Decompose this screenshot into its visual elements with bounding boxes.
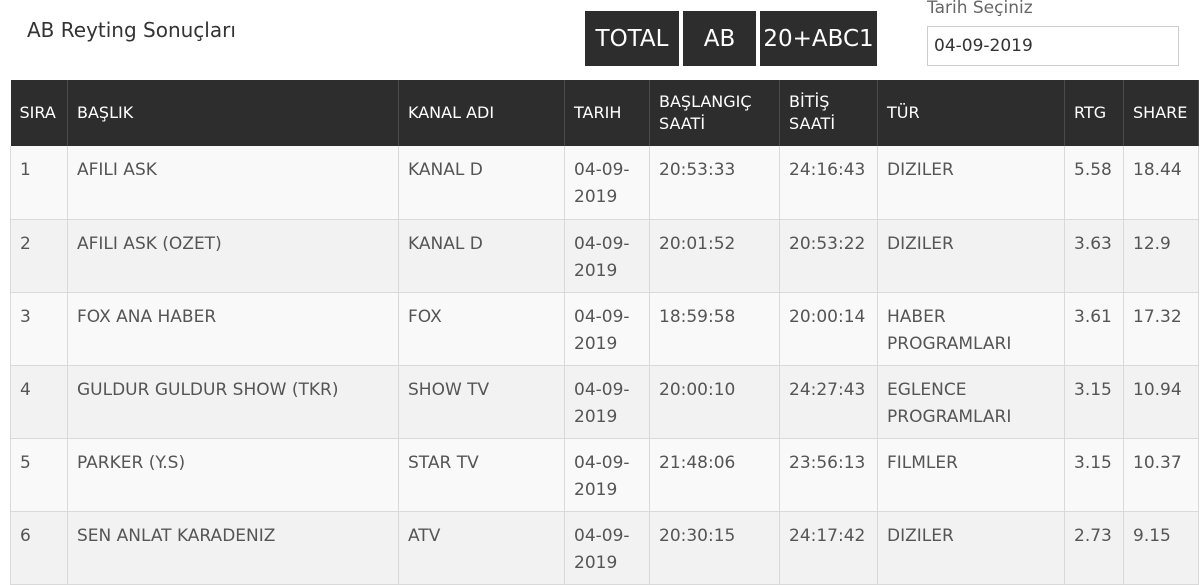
cell-sira: 5 [10, 438, 68, 512]
cell-baslik: GULDUR GULDUR SHOW (TKR) [67, 365, 399, 439]
cell-sira: 3 [10, 292, 68, 366]
cell-tur: FILMLER [877, 438, 1065, 512]
ab-filter-button[interactable]: AB [683, 11, 756, 66]
cell-baslik: PARKER (Y.S) [67, 438, 399, 512]
cell-share: 17.32 [1123, 292, 1199, 366]
header-kanal-adi: KANAL ADI [398, 80, 565, 146]
cell-tur: EGLENCE PROGRAMLARI [877, 365, 1065, 439]
date-picker-label: Tarih Seçiniz [927, 0, 1033, 18]
table-row: 5 PARKER (Y.S) STAR TV 04-09-2019 21:48:… [10, 438, 1199, 512]
cell-baslangic-saati: 20:01:52 [649, 219, 780, 293]
cell-baslangic-saati: 18:59:58 [649, 292, 780, 366]
cell-baslangic-saati: 21:48:06 [649, 438, 780, 512]
cell-rtg: 3.15 [1064, 438, 1124, 512]
cell-kanal-adi: ATV [398, 511, 565, 585]
header-bitis-saati: BİTİŞ SAATİ [779, 80, 878, 146]
cell-bitis-saati: 23:56:13 [779, 438, 878, 512]
cell-bitis-saati: 24:16:43 [779, 146, 878, 220]
cell-rtg: 3.63 [1064, 219, 1124, 293]
cell-baslangic-saati: 20:53:33 [649, 146, 780, 220]
table-row: 4 GULDUR GULDUR SHOW (TKR) SHOW TV 04-09… [10, 365, 1199, 439]
cell-share: 12.9 [1123, 219, 1199, 293]
cell-tarih: 04-09-2019 [564, 438, 650, 512]
cell-share: 9.15 [1123, 511, 1199, 585]
cell-rtg: 2.73 [1064, 511, 1124, 585]
cell-baslik: FOX ANA HABER [67, 292, 399, 366]
header-tur: TÜR [877, 80, 1065, 146]
table-header: SIRA BAŞLIK KANAL ADI TARIH BAŞLANGIÇ SA… [10, 80, 1199, 146]
cell-tarih: 04-09-2019 [564, 365, 650, 439]
date-picker-input[interactable] [927, 26, 1179, 66]
table-row: 6 SEN ANLAT KARADENIZ ATV 04-09-2019 20:… [10, 511, 1199, 585]
cell-kanal-adi: SHOW TV [398, 365, 565, 439]
header-baslik: BAŞLIK [67, 80, 399, 146]
table-body: 1 AFILI ASK KANAL D 04-09-2019 20:53:33 … [10, 146, 1199, 585]
cell-share: 10.37 [1123, 438, 1199, 512]
cell-tur: DIZILER [877, 219, 1065, 293]
cell-kanal-adi: FOX [398, 292, 565, 366]
cell-bitis-saati: 24:17:42 [779, 511, 878, 585]
cell-kanal-adi: STAR TV [398, 438, 565, 512]
cell-tur: HABER PROGRAMLARI [877, 292, 1065, 366]
cell-baslangic-saati: 20:30:15 [649, 511, 780, 585]
cell-tarih: 04-09-2019 [564, 511, 650, 585]
cell-bitis-saati: 24:27:43 [779, 365, 878, 439]
cell-sira: 4 [10, 365, 68, 439]
cell-bitis-saati: 20:00:14 [779, 292, 878, 366]
cell-baslangic-saati: 20:00:10 [649, 365, 780, 439]
header-row: SIRA BAŞLIK KANAL ADI TARIH BAŞLANGIÇ SA… [10, 80, 1199, 146]
header-baslangic-saati: BAŞLANGIÇ SAATİ [649, 80, 780, 146]
20-abc1-filter-button[interactable]: 20+ABC1 [760, 11, 877, 66]
header-tarih: TARIH [564, 80, 650, 146]
header-rtg: RTG [1064, 80, 1124, 146]
header-sira: SIRA [10, 80, 68, 146]
cell-bitis-saati: 20:53:22 [779, 219, 878, 293]
table-row: 1 AFILI ASK KANAL D 04-09-2019 20:53:33 … [10, 146, 1199, 220]
table-row: 3 FOX ANA HABER FOX 04-09-2019 18:59:58 … [10, 292, 1199, 366]
ratings-table: SIRA BAŞLIK KANAL ADI TARIH BAŞLANGIÇ SA… [10, 80, 1199, 585]
cell-rtg: 3.61 [1064, 292, 1124, 366]
cell-kanal-adi: KANAL D [398, 146, 565, 220]
cell-sira: 6 [10, 511, 68, 585]
cell-sira: 1 [10, 146, 68, 220]
cell-rtg: 5.58 [1064, 146, 1124, 220]
page-title: AB Reyting Sonuçları [27, 18, 236, 42]
cell-tarih: 04-09-2019 [564, 146, 650, 220]
cell-baslik: AFILI ASK [67, 146, 399, 220]
cell-tur: DIZILER [877, 511, 1065, 585]
cell-share: 18.44 [1123, 146, 1199, 220]
header-share: SHARE [1123, 80, 1199, 146]
cell-baslik: AFILI ASK (OZET) [67, 219, 399, 293]
cell-rtg: 3.15 [1064, 365, 1124, 439]
cell-share: 10.94 [1123, 365, 1199, 439]
cell-tarih: 04-09-2019 [564, 292, 650, 366]
cell-tarih: 04-09-2019 [564, 219, 650, 293]
total-filter-button[interactable]: TOTAL [585, 11, 679, 66]
cell-sira: 2 [10, 219, 68, 293]
cell-tur: DIZILER [877, 146, 1065, 220]
cell-kanal-adi: KANAL D [398, 219, 565, 293]
table-row: 2 AFILI ASK (OZET) KANAL D 04-09-2019 20… [10, 219, 1199, 293]
cell-baslik: SEN ANLAT KARADENIZ [67, 511, 399, 585]
